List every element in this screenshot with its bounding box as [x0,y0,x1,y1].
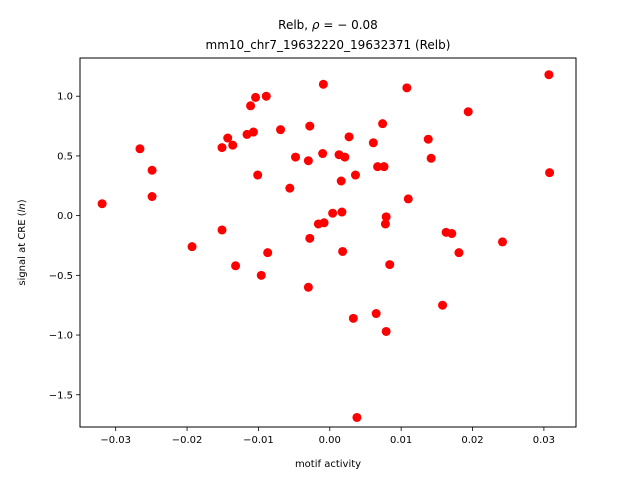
x-tick-label: 0.03 [533,435,555,446]
data-point [305,233,315,243]
data-point [223,133,233,143]
x-tick-label: 0.00 [319,435,341,446]
data-point [402,83,412,93]
y-tick-label: −1.5 [49,390,73,401]
data-point [246,101,256,111]
x-tick-label: −0.03 [100,435,131,446]
data-point [337,207,347,217]
x-axis: −0.03 −0.02 −0.01 0.00 0.01 0.02 0.03 [100,427,555,446]
y-tick-label: 0.5 [57,151,73,162]
y-tick-label: −1.0 [49,331,73,342]
data-point [348,313,358,323]
data-point [378,119,388,129]
chart-title-line2: mm10_chr7_19632220_19632371 (Relb) [206,38,451,52]
chart-title-line1: Relb, ρ = − 0.08 [278,18,378,32]
data-point [318,79,328,89]
data-point [318,149,328,159]
x-tick-label: 0.01 [390,435,412,446]
plot-area [79,57,577,428]
data-point [336,176,346,186]
data-point [291,152,301,162]
data-points [97,70,555,422]
data-point [426,153,436,163]
data-point [403,194,413,204]
data-point [147,165,157,175]
data-point [303,156,313,166]
data-point [423,134,433,144]
data-point [217,225,227,235]
data-point [338,246,348,256]
data-point [438,300,448,310]
data-point [147,192,157,202]
x-axis-label: motif activity [295,459,361,470]
data-point [381,212,391,222]
data-point [344,132,354,142]
data-point [545,168,555,178]
data-point [447,229,457,239]
data-point [544,70,554,80]
data-point [187,242,197,252]
x-tick-label: 0.02 [461,435,483,446]
data-point [368,138,378,148]
x-tick-label: −0.02 [172,435,203,446]
data-point [253,170,263,180]
data-point [340,152,350,162]
rho-symbol: ρ [312,18,320,32]
data-point [385,260,395,270]
data-point [497,237,507,247]
data-point [373,162,383,172]
x-tick-label: −0.01 [243,435,274,446]
data-point [319,218,329,228]
plot-frame [79,57,577,428]
data-point [380,219,390,229]
y-axis-label: signal at CRE (ln) [17,199,28,285]
data-point [231,261,241,271]
data-point [350,170,360,180]
data-point [303,282,313,292]
data-point [97,199,107,209]
data-point [135,144,145,154]
data-point [248,127,258,137]
data-point [217,143,227,153]
data-point [228,140,238,150]
data-point [328,208,338,218]
y-axis: −1.5 −1.0 −0.5 0.0 0.5 1.0 [49,92,80,401]
data-point [305,121,315,131]
y-tick-label: 0.0 [57,211,73,222]
data-point [276,125,286,135]
data-point [285,183,295,193]
data-point [454,248,464,258]
data-point [263,248,273,258]
data-point [463,107,473,117]
data-point [352,412,362,422]
data-point [381,326,391,336]
y-tick-label: −0.5 [49,271,73,282]
data-point [256,270,266,280]
data-point [371,309,381,319]
data-point [261,91,271,101]
data-point [251,92,261,102]
y-tick-label: 1.0 [57,92,73,103]
data-point [379,162,389,172]
